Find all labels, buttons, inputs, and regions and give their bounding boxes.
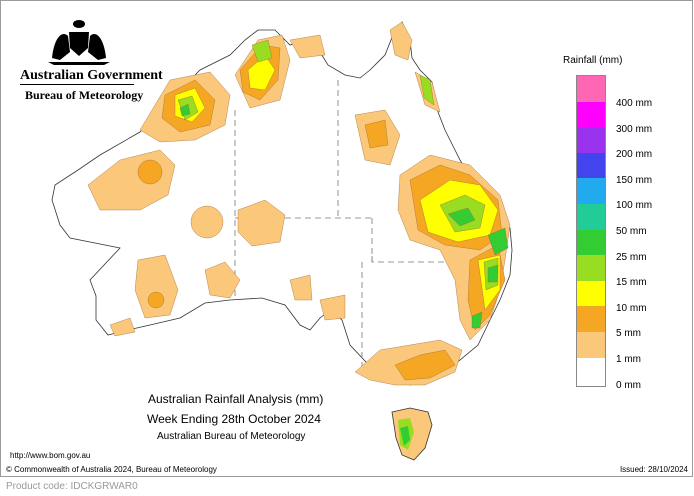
caption-period: Week Ending 28th October 2024 [147, 412, 321, 426]
legend-label: 150 mm [616, 174, 653, 186]
legend-label: 1 mm [616, 354, 641, 365]
legend-swatch [577, 280, 605, 307]
title-divider [20, 84, 134, 85]
caption-title: Australian Rainfall Analysis (mm) [148, 392, 324, 406]
legend-label: 200 mm [616, 149, 653, 161]
legend-label: 10 mm [616, 302, 647, 314]
legend-label: 400 mm [616, 98, 653, 109]
product-code: Product code: IDCKGRWAR0 [6, 481, 138, 492]
legend-swatch [577, 101, 605, 128]
legend-swatch [577, 76, 605, 102]
legend-swatch [577, 152, 605, 179]
legend-label: 25 mm [616, 251, 647, 263]
issued-date: Issued: 28/10/2024 [619, 465, 688, 474]
government-title: Australian Government [20, 68, 163, 83]
legend-swatch [577, 127, 605, 153]
australia-rainfall-map [51, 21, 513, 461]
legend-swatch [577, 357, 605, 384]
legend-colorbar [576, 75, 606, 387]
legend-label: 300 mm [616, 123, 653, 135]
legend-swatch [577, 229, 605, 256]
caption-agency: Australian Bureau of Meteorology [157, 431, 306, 442]
legend-label: 100 mm [616, 200, 653, 212]
legend-label: 15 mm [616, 277, 647, 289]
coat-of-arms-icon [48, 20, 110, 65]
legend-label: 5 mm [616, 328, 641, 340]
legend-label: 0 mm [616, 379, 641, 391]
copyright-notice: © Commonwealth of Australia 2024, Bureau… [6, 465, 217, 474]
rain-25mm [179, 103, 509, 329]
legend-swatch [577, 204, 605, 230]
bureau-title: Bureau of Meteorology [25, 88, 144, 102]
legend-swatch [577, 255, 605, 281]
website-link[interactable]: http://www.bom.gov.au [10, 451, 91, 460]
tasmania-rain-25 [400, 426, 410, 446]
rain-15mm [177, 39, 499, 291]
legend-label: 50 mm [616, 226, 647, 237]
legend-title: Rainfall (mm) [563, 55, 623, 66]
legend-swatch [577, 306, 605, 332]
legend-swatch [577, 178, 605, 204]
legend-swatch [577, 332, 605, 358]
